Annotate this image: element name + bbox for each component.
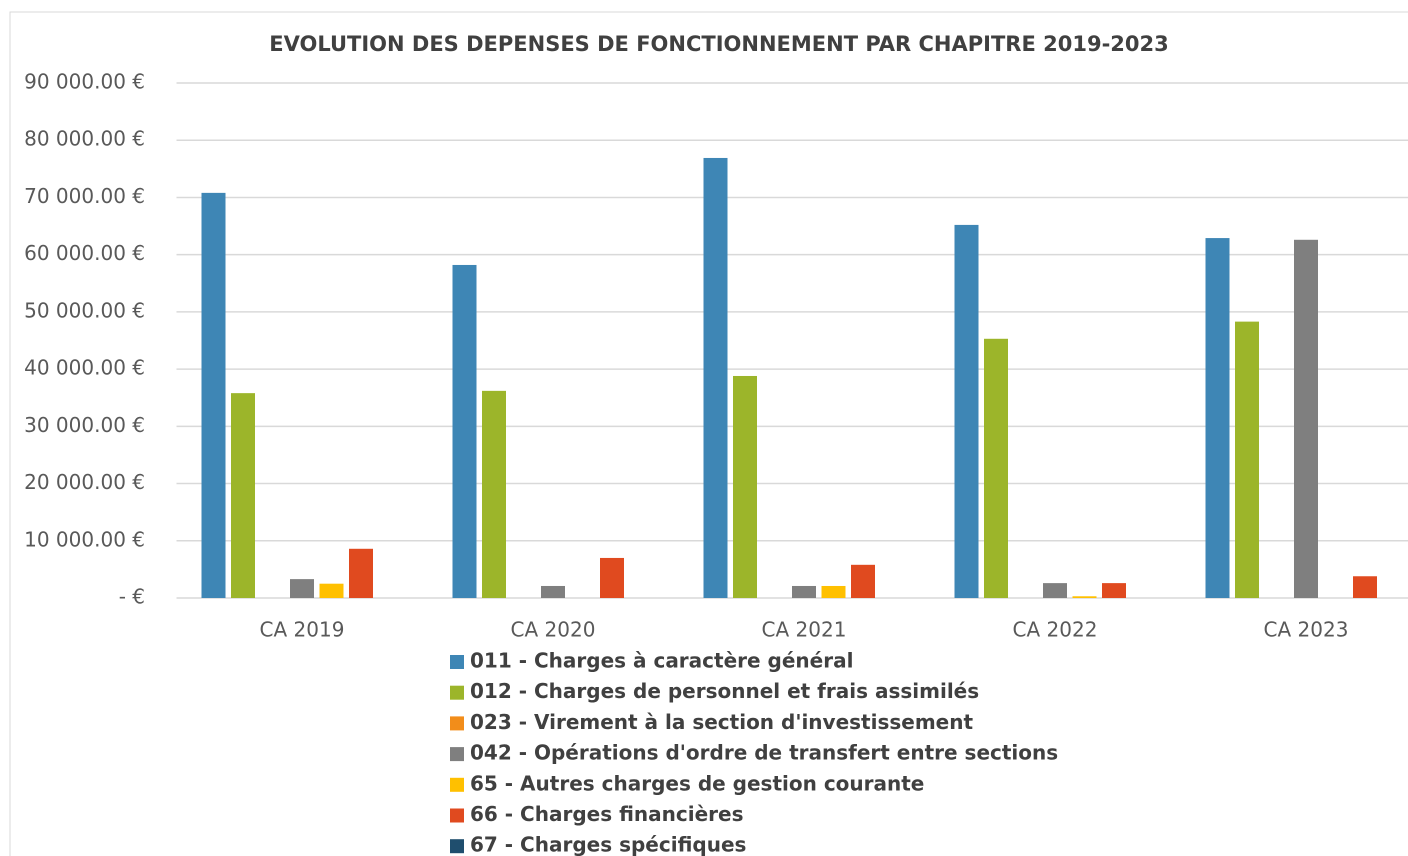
y-tick-label: 80 000.00 €: [24, 127, 145, 151]
x-tick-label: CA 2019: [260, 618, 345, 642]
y-tick-label: - €: [119, 585, 145, 609]
bar: [231, 393, 255, 598]
legend-swatch: [450, 808, 464, 823]
bar: [1043, 583, 1067, 598]
bar: [541, 585, 565, 598]
bar: [954, 224, 979, 598]
legend-label: 65 - Autres charges de gestion courante: [470, 771, 924, 795]
y-tick-label: 90 000.00 €: [24, 70, 145, 94]
bar: [821, 585, 846, 598]
legend-swatch: [450, 655, 464, 669]
bar: [1072, 596, 1097, 598]
bar: [1205, 238, 1230, 599]
legend-swatch: [450, 685, 464, 700]
x-tick-label: CA 2022: [1013, 618, 1098, 642]
legend-label: 023 - Virement à la section d'investisse…: [470, 710, 973, 734]
bar: [290, 579, 314, 598]
bar: [482, 390, 506, 598]
bar: [319, 583, 344, 598]
bar: [452, 264, 477, 598]
bar: [349, 548, 373, 598]
bar: [1294, 239, 1318, 599]
legend-swatch: [450, 716, 464, 731]
y-tick-label: 30 000.00 €: [24, 413, 145, 437]
bar: [984, 338, 1008, 598]
y-tick-label: 20 000.00 €: [24, 470, 145, 494]
bar: [1235, 321, 1259, 598]
legend-swatch: [450, 747, 464, 762]
x-tick-label: CA 2020: [511, 618, 596, 642]
chart-title: EVOLUTION DES DEPENSES DE FONCTIONNEMENT…: [269, 32, 1168, 56]
legend-label: 66 - Charges financières: [470, 802, 744, 826]
bar: [600, 557, 624, 598]
y-tick-label: 60 000.00 €: [24, 241, 145, 265]
bar: [851, 564, 875, 598]
legend-label: 042 - Opérations d'ordre de transfert en…: [470, 741, 1058, 765]
chart-frame: [9, 11, 1408, 856]
bar: [201, 192, 226, 598]
bar: [1353, 576, 1377, 598]
legend-swatch: [450, 777, 464, 792]
legend-label: 67 - Charges spécifiques: [470, 833, 746, 856]
bar: [1102, 583, 1126, 598]
y-tick-label: 10 000.00 €: [24, 527, 145, 551]
x-tick-label: CA 2021: [762, 618, 847, 642]
legend-swatch: [450, 839, 464, 854]
legend-label: 012 - Charges de personnel et frais assi…: [470, 679, 979, 703]
bar: [792, 585, 816, 598]
y-tick-label: 70 000.00 €: [24, 184, 145, 208]
bar: [733, 375, 757, 598]
legend-label: 011 - Charges à caractère général: [470, 649, 853, 673]
y-tick-label: 50 000.00 €: [24, 298, 145, 322]
bar: [703, 157, 728, 598]
x-tick-label: CA 2023: [1264, 618, 1349, 642]
y-tick-label: 40 000.00 €: [24, 356, 145, 380]
